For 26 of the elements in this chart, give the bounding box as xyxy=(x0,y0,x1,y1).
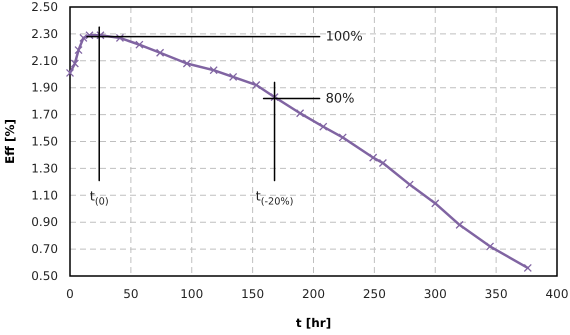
y-tick-label: 1.30 xyxy=(31,161,58,176)
y-tick-label: 1.90 xyxy=(31,80,58,95)
x-tick-label: 350 xyxy=(484,287,508,301)
y-tick-label: 2.10 xyxy=(31,54,58,68)
x-tick-label: 100 xyxy=(180,287,204,301)
x-tick-label: 300 xyxy=(424,287,447,301)
annotation: 100% xyxy=(326,29,363,44)
y-axis-title: Eff [%] xyxy=(3,118,17,164)
y-tick-label: 0.50 xyxy=(31,269,58,283)
x-tick-label: 0 xyxy=(66,287,74,301)
y-tick-label: 0.70 xyxy=(31,242,58,256)
x-tick-label: 400 xyxy=(546,287,568,301)
x-tick-label: 250 xyxy=(362,287,386,301)
x-axis-title: t [hr] xyxy=(296,316,332,330)
y-tick-label: 0.90 xyxy=(31,215,58,230)
y-tick-label: 1.10 xyxy=(31,188,58,202)
y-tick-label: 1.70 xyxy=(31,108,58,122)
y-tick-label: 2.30 xyxy=(31,26,58,41)
annotation: t$_{(-20%)}$ xyxy=(256,189,294,208)
y-tick-label: 1.50 xyxy=(31,134,58,148)
x-tick-label: 150 xyxy=(241,287,264,301)
y-tick-label: 2.50 xyxy=(31,0,58,14)
annotation: 80% xyxy=(326,90,354,106)
x-tick-label: 50 xyxy=(123,287,139,301)
x-tick-label: 200 xyxy=(302,287,325,301)
annotation: t$_{(0)}$ xyxy=(90,189,109,208)
